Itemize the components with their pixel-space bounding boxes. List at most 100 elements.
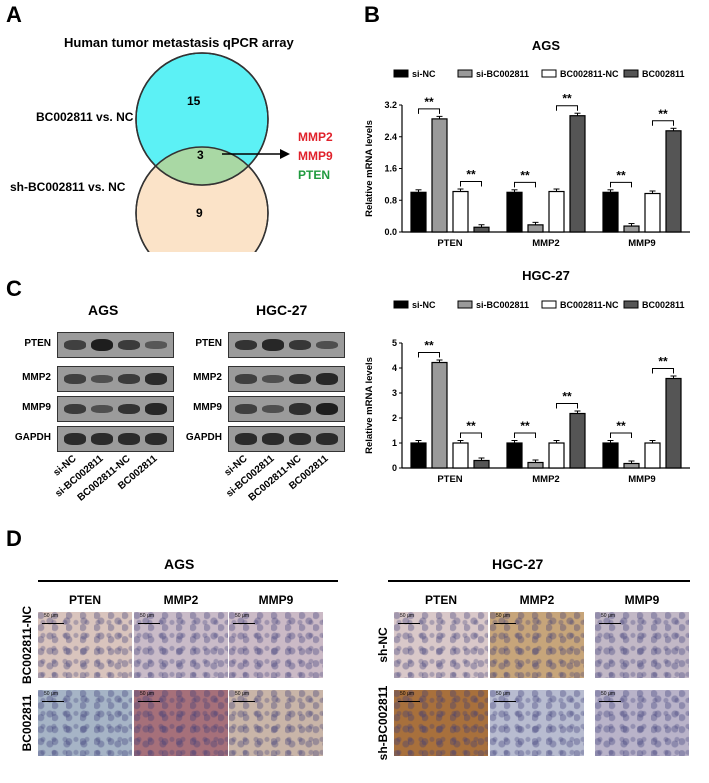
- blot-strip: [228, 396, 345, 422]
- x-category-label: MMP9: [628, 238, 655, 249]
- bar: [452, 190, 469, 233]
- bar: [410, 191, 427, 233]
- scale-bar: [494, 616, 516, 624]
- x-category-label: PTEN: [437, 474, 462, 485]
- blot-band: [289, 433, 311, 445]
- ihc-image-tile: 50 μm: [595, 612, 689, 678]
- scale-bar: [494, 694, 516, 702]
- blot-row-label: MMP9: [22, 402, 51, 413]
- significance-bracket: [514, 181, 536, 188]
- blot-title-hgc27: HGC-27: [256, 302, 308, 318]
- scale-bar-label: 50 μm: [400, 613, 414, 619]
- bar: [665, 377, 682, 469]
- legend-label: si-NC: [412, 300, 436, 310]
- y-axis-label: Relative mRNA levels: [364, 357, 375, 454]
- scale-bar: [138, 616, 160, 624]
- scale-bar-label: 50 μm: [496, 613, 510, 619]
- legend-label: BC002811-NC: [560, 300, 619, 310]
- y-tick-label: 4: [392, 363, 397, 373]
- ihc-image-tile: 50 μm: [490, 690, 584, 756]
- y-tick-label: 0.8: [384, 195, 397, 205]
- blot-band: [235, 404, 257, 414]
- significance-mark: **: [562, 92, 572, 106]
- x-category-label: MMP2: [532, 238, 559, 249]
- significance-bracket: [556, 403, 578, 409]
- venn-gene-mmp2: MMP2: [298, 130, 333, 144]
- legend-swatch: [393, 300, 409, 309]
- significance-bracket: [652, 120, 674, 126]
- venn-diagram: [135, 52, 290, 252]
- blot-band: [91, 338, 113, 352]
- legend-label: si-BC002811: [476, 69, 529, 79]
- scale-bar: [599, 616, 621, 624]
- significance-mark: **: [466, 168, 476, 182]
- blot-row-label: PTEN: [24, 338, 51, 349]
- panel-a-letter: A: [6, 2, 22, 27]
- venn-label-top: BC002811 vs. NC: [36, 110, 134, 124]
- scale-bar: [233, 616, 255, 624]
- blot-row-label: MMP2: [193, 372, 222, 383]
- ihc-rule-ags: [38, 580, 338, 582]
- ihc-image-tile: 50 μm: [134, 612, 228, 678]
- y-axis-label: Relative mRNA levels: [364, 120, 375, 217]
- venn-count-top: 15: [187, 94, 201, 108]
- ihc-image-tile: 50 μm: [229, 690, 323, 756]
- blot-row-label: GAPDH: [14, 432, 51, 443]
- ihc-image-tile: 50 μm: [134, 690, 228, 756]
- chart-ags: AGS si-NC si-BC002811 BC002811-NC BC002811 0.…: [352, 30, 709, 250]
- panel-d-letter: D: [6, 526, 22, 551]
- significance-mark: **: [616, 419, 626, 433]
- ihc-row-label: sh-BC002811: [376, 685, 390, 761]
- legend-label: BC002811-NC: [560, 69, 619, 79]
- bar: [569, 115, 586, 233]
- scale-bar-label: 50 μm: [44, 613, 58, 619]
- blot-band: [118, 403, 140, 415]
- legend-swatch: [393, 69, 409, 78]
- legend-label: BC002811: [642, 69, 685, 79]
- ihc-column-label: MMP2: [163, 593, 199, 607]
- bar: [623, 225, 640, 233]
- significance-bracket: [460, 432, 482, 438]
- significance-bracket: [610, 181, 632, 188]
- chart-title: AGS: [532, 38, 561, 53]
- blot-row-label: MMP9: [193, 402, 222, 413]
- scale-bar-label: 50 μm: [601, 613, 615, 619]
- bar: [473, 226, 490, 233]
- ihc-image-tile: 50 μm: [595, 690, 689, 756]
- bar: [665, 130, 682, 233]
- bar: [548, 190, 565, 233]
- scale-bar: [42, 694, 64, 702]
- ihc-image-tile: 50 μm: [38, 690, 132, 756]
- blot-band: [262, 404, 284, 414]
- scale-bar-label: 50 μm: [601, 691, 615, 697]
- significance-bracket: [610, 432, 632, 438]
- ihc-column-label: MMP9: [258, 593, 294, 607]
- bar: [623, 462, 640, 469]
- blot-band: [235, 433, 257, 445]
- significance-mark: **: [562, 390, 572, 404]
- legend-label: BC002811: [642, 300, 685, 310]
- blot-row-label: GAPDH: [185, 432, 222, 443]
- y-tick-label: 1.6: [384, 164, 397, 174]
- blot-strip: [57, 366, 174, 392]
- significance-mark: **: [424, 95, 434, 109]
- scale-bar: [599, 694, 621, 702]
- significance-bracket: [652, 368, 674, 374]
- scale-bar: [398, 694, 420, 702]
- ihc-title-ags: AGS: [164, 556, 195, 572]
- y-tick-label: 1: [392, 438, 397, 448]
- significance-mark: **: [520, 419, 530, 433]
- venn-gene-mmp9: MMP9: [298, 149, 333, 163]
- ihc-column-label: MMP9: [624, 593, 660, 607]
- y-tick-label: 3.2: [384, 100, 397, 110]
- ihc-image-tile: 50 μm: [394, 690, 488, 756]
- blot-band: [64, 340, 86, 350]
- significance-mark: **: [424, 339, 434, 353]
- blot-row-label: MMP2: [22, 372, 51, 383]
- scale-bar-label: 50 μm: [140, 691, 154, 697]
- panel-c-letter: C: [6, 276, 22, 301]
- blot-band: [316, 433, 338, 445]
- blot-band: [316, 402, 338, 416]
- blot-band: [262, 433, 284, 445]
- venn-count-overlap: 3: [197, 148, 204, 162]
